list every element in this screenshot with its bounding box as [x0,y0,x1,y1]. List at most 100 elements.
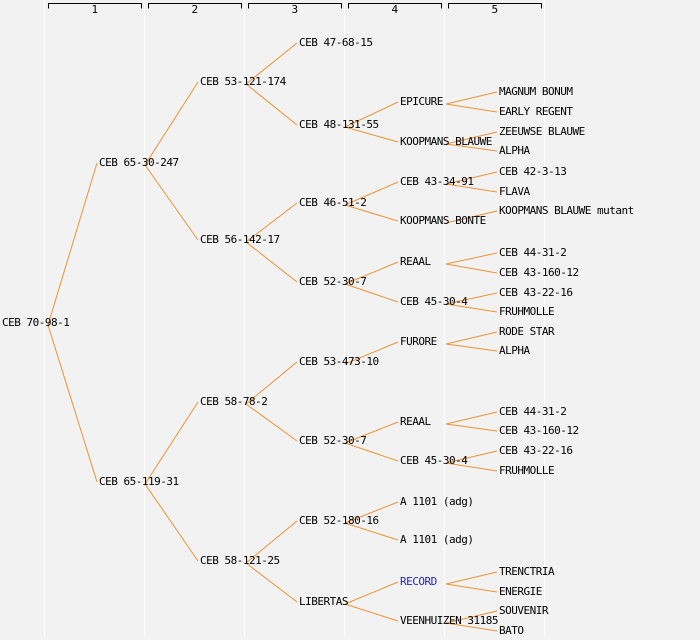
column-gridlines [44,0,545,636]
tree-node-ceb-43-22-16-b[interactable]: CEB 43-22-16 [499,444,573,457]
edge-ceb-52-180-16-a-1101-adg-b [344,522,399,541]
tree-node-early-regent[interactable]: EARLY REGENT [499,105,573,118]
tree-node-ceb-47-68-15[interactable]: CEB 47-68-15 [299,36,373,49]
tree-node-flava[interactable]: FLAVA [499,185,530,198]
generation-bracket-4[interactable]: 4 [348,3,442,16]
tree-node-ceb-43-34-91[interactable]: CEB 43-34-91 [400,175,474,188]
edge-ceb-43-34-91-ceb-42-3-13 [445,171,498,185]
edge-ceb-48-131-55-koopmans-blauwe [344,126,399,143]
tree-node-ceb-56-142-17[interactable]: CEB 56-142-17 [200,233,280,246]
tree-node-ceb-45-30-4-b[interactable]: CEB 45-30-4 [400,454,468,467]
tree-node-ceb-70-98-1[interactable]: CEB 70-98-1 [2,316,70,329]
generation-number[interactable]: 5 [491,3,498,16]
edge-ceb-46-51-2-koopmans-bonte [344,204,399,222]
generation-number[interactable]: 3 [291,3,298,16]
tree-node-trenctria[interactable]: TRENCTRIA [499,565,555,578]
tree-node-reaal-a[interactable]: REAAL [400,255,431,268]
edge-reaal-b-ceb-44-31-2-b [445,411,498,425]
edge-reaal-a-ceb-43-160-12-a [445,263,498,274]
edge-ceb-58-78-2-ceb-53-473-10 [245,361,298,405]
bracket-line [48,3,142,9]
edge-ceb-65-30-247-ceb-53-121-174 [144,81,199,166]
tree-node-ceb-43-22-16-a[interactable]: CEB 43-22-16 [499,286,573,299]
edge-veenhuizen-31185-bato [445,622,498,632]
generation-number[interactable]: 2 [191,3,198,16]
tree-node-ceb-52-30-7-b[interactable]: CEB 52-30-7 [299,434,367,447]
edge-ceb-45-30-4-b-fruhmolle-b [445,462,498,472]
tree-node-ceb-46-51-2[interactable]: CEB 46-51-2 [299,196,367,209]
edge-ceb-52-30-7-b-reaal-b [344,421,399,444]
tree-node-fruhmolle-a[interactable]: FRUHMOLLE [499,305,555,318]
tree-node-a-1101-adg-b[interactable]: A 1101 (adg) [400,533,474,546]
edge-epicure-magnum-bonum [445,91,498,105]
edge-koopmans-bonte-koopmans-blauwe-mutant [445,210,498,224]
generation-bracket-1[interactable]: 1 [48,3,142,16]
edge-veenhuizen-31185-souvenir [445,610,498,624]
tree-node-reaal-b[interactable]: REAAL [400,415,431,428]
tree-node-record[interactable]: RECORD [400,575,437,588]
edge-koopmans-blauwe-alpha-a [445,143,498,152]
tree-node-koopmans-bonte[interactable]: KOOPMANS BONTE [400,214,486,227]
tree-node-a-1101-adg-a[interactable]: A 1101 (adg) [400,495,474,508]
edge-reaal-b-ceb-43-160-12-b [445,423,498,432]
generation-header: 1 2 3 4 5 [48,3,542,16]
edge-ceb-58-78-2-ceb-52-30-7-b [245,403,298,442]
edge-ceb-70-98-1-ceb-65-30-247 [47,162,98,326]
tree-node-koopmans-blauwe[interactable]: KOOPMANS BLAUWE [400,135,492,148]
generation-bracket-3[interactable]: 3 [248,3,342,16]
tree-node-ceb-53-121-174[interactable]: CEB 53-121-174 [200,75,286,88]
edge-ceb-43-34-91-flava [445,183,498,193]
tree-node-ceb-44-31-2-b[interactable]: CEB 44-31-2 [499,405,567,418]
edge-ceb-56-142-17-ceb-52-30-7-a [245,241,298,283]
tree-node-ceb-43-160-12-a[interactable]: CEB 43-160-12 [499,266,579,279]
tree-node-ceb-42-3-13[interactable]: CEB 42-3-13 [499,165,567,178]
generation-number[interactable]: 1 [91,3,98,16]
tree-node-ceb-48-131-55[interactable]: CEB 48-131-55 [299,118,379,131]
tree-node-zeeuwse-blauwe[interactable]: ZEEUWSE BLAUWE [499,125,585,138]
edge-ceb-46-51-2-ceb-43-34-91 [344,181,399,206]
edge-record-energie [445,583,498,593]
tree-node-energie[interactable]: ENERGIE [499,585,542,598]
bracket-line [448,3,542,9]
tree-node-alpha-b[interactable]: ALPHA [499,344,530,357]
pedigree-edges [47,42,498,632]
edge-ceb-52-30-7-a-reaal-a [344,261,399,285]
tree-node-ceb-65-30-247[interactable]: CEB 65-30-247 [99,156,179,169]
edge-koopmans-blauwe-zeeuwse-blauwe [445,131,498,145]
tree-node-ceb-58-121-25[interactable]: CEB 58-121-25 [200,554,280,567]
bracket-line [148,3,242,9]
tree-node-ceb-53-473-10[interactable]: CEB 53-473-10 [299,355,379,368]
edge-libertas-veenhuizen-31185 [344,603,399,622]
tree-node-ceb-45-30-4-a[interactable]: CEB 45-30-4 [400,295,468,308]
tree-node-magnum-bonum[interactable]: MAGNUM BONUM [499,85,573,98]
tree-node-ceb-52-180-16[interactable]: CEB 52-180-16 [299,514,379,527]
edge-ceb-45-30-4-b-ceb-43-22-16-b [445,450,498,464]
tree-node-ceb-65-119-31[interactable]: CEB 65-119-31 [99,475,179,488]
tree-node-ceb-44-31-2-a[interactable]: CEB 44-31-2 [499,246,567,259]
tree-node-ceb-58-78-2[interactable]: CEB 58-78-2 [200,395,268,408]
tree-node-rode-star[interactable]: RODE STAR [499,325,555,338]
tree-node-alpha-a[interactable]: ALPHA [499,144,530,157]
edge-reaal-a-ceb-44-31-2-a [445,252,498,265]
generation-bracket-5[interactable]: 5 [448,3,542,16]
edge-ceb-52-180-16-a-1101-adg-a [344,501,399,524]
edge-ceb-53-121-174-ceb-48-131-55 [245,83,298,126]
tree-node-epicure[interactable]: EPICURE [400,95,443,108]
tree-node-souvenir[interactable]: SOUVENIR [499,604,548,617]
tree-node-ceb-52-30-7-a[interactable]: CEB 52-30-7 [299,275,367,288]
tree-node-veenhuizen-31185[interactable]: VEENHUIZEN 31185 [400,614,498,627]
tree-node-bato[interactable]: BATO [499,624,524,637]
generation-number[interactable]: 4 [391,3,399,16]
tree-node-koopmans-blauwe-mutant[interactable]: KOOPMANS BLAUWE mutant [499,204,634,217]
generation-bracket-2[interactable]: 2 [148,3,242,16]
edge-furore-alpha-b [445,343,498,352]
tree-node-furore[interactable]: FURORE [400,335,437,348]
edge-epicure-early-regent [445,103,498,113]
edge-record-trenctria [445,571,498,585]
tree-node-libertas[interactable]: LIBERTAS [299,595,348,608]
tree-node-ceb-43-160-12-b[interactable]: CEB 43-160-12 [499,424,579,437]
edge-ceb-65-30-247-ceb-56-142-17 [144,164,199,241]
tree-node-fruhmolle-b[interactable]: FRUHMOLLE [499,464,555,477]
